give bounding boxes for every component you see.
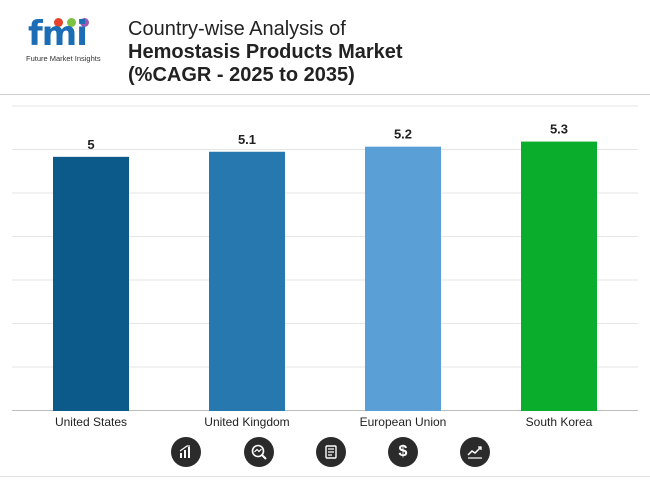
fmi-logo: fmi Future Market Insights [22,12,112,64]
bars [53,141,597,412]
title-line-2: Hemostasis Products Market [128,41,403,63]
footer-icons: $ [0,437,650,471]
bar-chart: 5 5.1 5.2 5.3 United States United Kingdom Eu… [12,105,638,429]
title-line-1: Country-wise Analysis of [128,18,346,40]
data-label: 5.2 [394,127,412,142]
x-tick-label: United Kingdom [204,415,289,429]
data-label: 5 [87,137,94,152]
bar-south-korea [521,141,597,412]
logo-text: fmi [28,14,88,54]
dollar-icon: $ [388,437,418,467]
footer-divider [0,476,650,477]
x-tick-labels: United States United Kingdom European Unio… [55,415,593,429]
logo-subtitle: Future Market Insights [26,54,101,63]
data-labels: 5 5.1 5.2 5.3 [87,122,568,152]
bar-united-states [53,156,129,411]
x-tick-label: European Union [360,415,447,429]
bar-chart-icon [171,437,201,467]
x-tick-label: South Korea [526,415,593,429]
logo-dots [54,14,93,32]
bar-united-kingdom [209,151,285,411]
data-label: 5.1 [238,132,256,147]
report-icon [316,437,346,467]
header: fmi Future Market Insights Country-wise … [0,0,650,96]
trend-chart-icon [460,437,490,467]
x-tick-label: United States [55,415,127,429]
magnifier-chart-icon [244,437,274,467]
data-label: 5.3 [550,122,568,137]
title-line-3: (%CAGR - 2025 to 2035) [128,64,355,86]
chart-title: Country-wise Analysis of Hemostasis Prod… [128,18,403,87]
header-divider [0,94,650,95]
bar-european-union [365,146,441,411]
